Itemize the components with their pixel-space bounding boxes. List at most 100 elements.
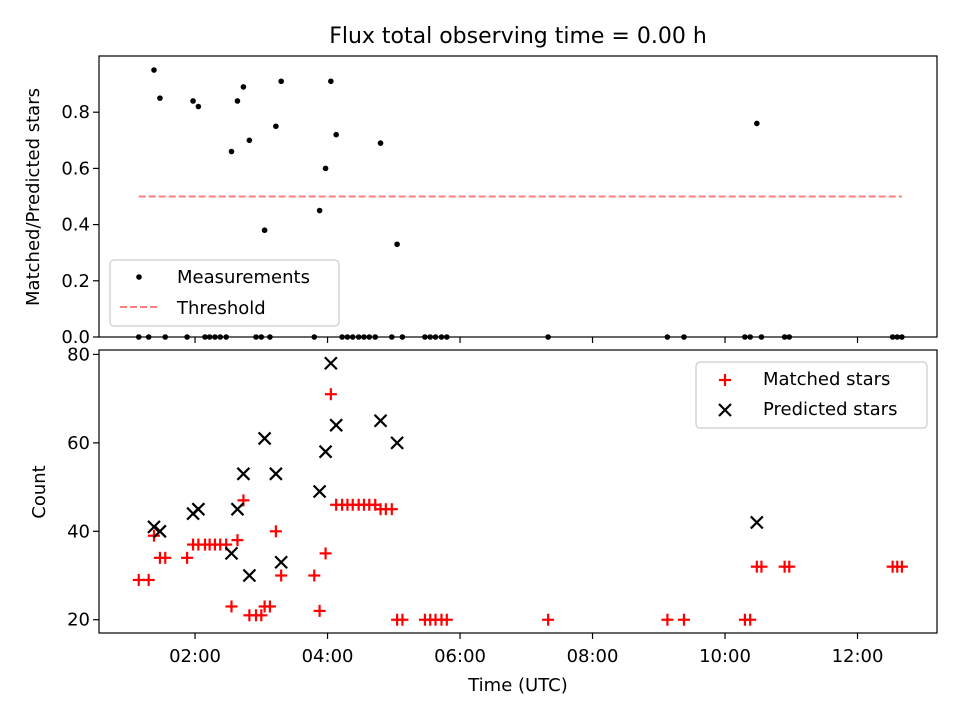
predicted-star-point	[318, 444, 333, 459]
matched-star-point	[440, 613, 453, 626]
measurement-point	[157, 95, 163, 101]
matched-star-point	[319, 547, 332, 560]
measurement-point	[742, 334, 748, 340]
measurement-point	[339, 334, 345, 340]
predicted-star-point	[750, 515, 764, 530]
measurement-point	[422, 334, 428, 340]
matched-star-point	[313, 604, 326, 617]
measurement-point	[664, 334, 671, 340]
measurement-point	[333, 131, 339, 138]
measurement-point	[758, 334, 765, 340]
matched-star-point	[142, 573, 155, 586]
measurement-point	[190, 98, 196, 104]
matched-star-point	[396, 613, 409, 626]
x-b	[236, 467, 251, 481]
matched-star-point	[181, 551, 194, 564]
matched-star-point	[255, 609, 268, 622]
measurement-point	[195, 103, 202, 110]
measurement-point	[427, 334, 434, 340]
measurement-point	[366, 334, 373, 340]
predicted-star-point	[236, 467, 251, 481]
y-tick-label: 0.0	[61, 327, 90, 348]
measurement-point	[234, 98, 241, 104]
measurement-point	[349, 334, 356, 340]
x-b	[274, 555, 288, 570]
predicted-star-point	[390, 436, 404, 450]
measurement-point	[151, 67, 157, 73]
matched-star-point	[385, 503, 398, 516]
legend-matched-label: Matched stars	[763, 369, 890, 390]
measurement-point	[258, 334, 265, 340]
predicted-star-point	[373, 413, 388, 428]
measurement-point	[184, 334, 190, 340]
measurement-point	[228, 148, 235, 155]
top-panel: Flux total observing time = 0.00 h 0.00.…	[23, 24, 938, 348]
predicted-star-point	[312, 484, 327, 499]
bottom-y-axis-label: Count	[29, 465, 50, 518]
predicted-star-point	[191, 502, 206, 516]
x-b	[257, 431, 272, 446]
top-legend-box	[109, 259, 340, 327]
predicted-star-point	[324, 356, 338, 371]
y-tick-label: 60	[67, 433, 90, 454]
matched-star-point	[308, 569, 321, 582]
top-plot-frame	[98, 55, 938, 338]
measurement-point	[202, 334, 208, 340]
matched-star-point	[661, 613, 674, 626]
measurement-point	[311, 334, 318, 340]
top-legend: Measurements Threshold	[109, 259, 340, 327]
x-b	[750, 515, 764, 530]
x-tick-label: 02:00	[169, 646, 221, 667]
measurement-point	[355, 334, 362, 340]
measurement-point	[394, 241, 400, 248]
x-b	[329, 418, 343, 432]
matched-star-point	[225, 600, 238, 613]
legend-measurements-label: Measurements	[177, 267, 310, 288]
bottom-y-axis: 20 40 60 80	[67, 344, 99, 631]
matched-star-point	[677, 613, 690, 626]
y-tick-label: 0.4	[61, 215, 90, 236]
x-b	[153, 524, 167, 539]
legend-predicted-label: Predicted stars	[763, 399, 897, 420]
x-tick-label: 06:00	[434, 646, 486, 667]
predicted-star-point	[329, 418, 343, 432]
x-b	[373, 413, 388, 428]
x-b	[269, 467, 283, 481]
predicted-star-point	[153, 524, 167, 539]
x-tick-label: 10:00	[699, 646, 751, 667]
measurement-point	[361, 334, 367, 340]
top-y-axis-label: Matched/Predicted stars	[23, 88, 44, 306]
measurement-point	[223, 334, 229, 340]
y-tick-label: 80	[67, 344, 90, 365]
measurement-point	[754, 120, 760, 127]
legend-measurements-marker	[136, 274, 142, 280]
matched-star-point	[755, 560, 768, 573]
measurement-point	[432, 334, 439, 340]
y-tick-label: 0.6	[61, 158, 90, 179]
measurement-point	[162, 334, 169, 340]
bottom-plot-area	[132, 356, 908, 626]
measurement-point	[389, 334, 395, 340]
measurement-point	[747, 334, 753, 340]
predicted-star-point	[269, 467, 283, 481]
matched-star-point	[783, 560, 796, 573]
matched-star-point	[895, 560, 908, 573]
measurement-point	[273, 123, 279, 130]
measurement-point	[372, 334, 379, 340]
top-x-axis	[194, 337, 859, 343]
measurement-point	[438, 334, 445, 340]
matched-star-point	[269, 525, 282, 538]
x-tick-label: 08:00	[567, 646, 619, 667]
measurement-point	[217, 334, 224, 340]
top-plot-area	[135, 67, 905, 340]
measurement-point	[328, 78, 334, 85]
top-y-axis: 0.0 0.2 0.4 0.6 0.8	[61, 102, 99, 348]
x-b	[230, 502, 245, 516]
measurement-point	[316, 207, 323, 214]
measurement-point	[545, 334, 551, 340]
measurement-point	[681, 334, 687, 340]
bottom-x-axis: 02:00 04:00 06:00 08:00 10:00 12:00	[169, 633, 883, 667]
measurement-point	[267, 334, 273, 340]
measurement-point	[781, 334, 788, 340]
